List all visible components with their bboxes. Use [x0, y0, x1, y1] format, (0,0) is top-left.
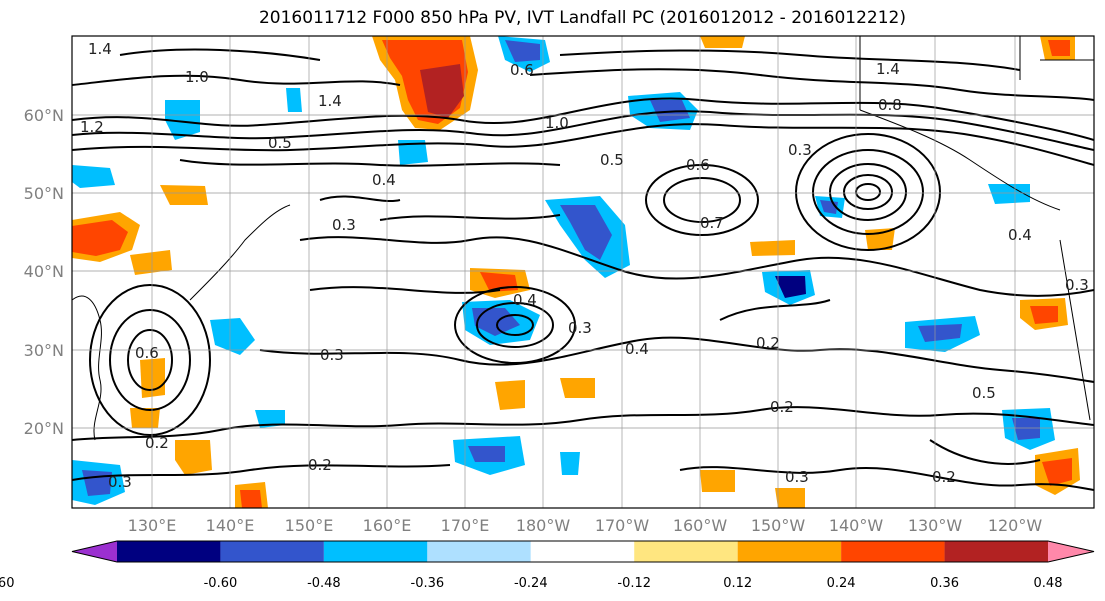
lat-label-60n: 60°N [24, 106, 64, 125]
pv-contours [72, 48, 1094, 491]
colorbar-swatch [323, 541, 428, 562]
contour-label: 0.4 [372, 171, 396, 189]
plot-frame [71, 35, 1095, 509]
colorbar-swatch [220, 541, 324, 562]
lon-label-150e: 150°E [285, 516, 334, 535]
lon-label-160w: 160°W [673, 516, 728, 535]
contour-label: 0.5 [268, 134, 292, 152]
lon-label-180w: 180°W [516, 516, 571, 535]
contour-label: 0.8 [878, 96, 902, 114]
colorbar-tick-label: 0.36 [930, 576, 959, 591]
lon-label-170e: 170°E [441, 516, 490, 535]
contour-label: 0.7 [700, 214, 724, 232]
contour-label: 1.0 [185, 68, 209, 86]
contour-label: 0.3 [1065, 276, 1089, 294]
plot-area [72, 36, 1094, 508]
lat-label-40n: 40°N [24, 262, 64, 281]
colorbar-tick-label: 0.60 [0, 576, 14, 591]
colorbar [71, 540, 1095, 563]
lon-label-150w: 150°W [751, 516, 806, 535]
contour-label: 0.3 [108, 473, 132, 491]
contour-label: 1.2 [80, 118, 104, 136]
latitude-labels: 60°N 50°N 40°N 30°N 20°N [24, 106, 64, 438]
colorbar-tick-label: -0.60 [204, 576, 238, 591]
contour-label: 1.0 [545, 114, 569, 132]
colorbar-swatch [634, 541, 738, 562]
contour-label: 0.6 [510, 61, 534, 79]
colorbar-tick-label: -0.24 [514, 576, 548, 591]
colorbar-swatch [737, 541, 842, 562]
lon-label-120w: 120°W [988, 516, 1043, 535]
colorbar-swatch [427, 541, 531, 562]
colorbar-tick-label: 0.48 [1034, 576, 1063, 591]
colorbar-swatch [72, 541, 117, 562]
colorbar-swatch [944, 541, 1048, 562]
lon-label-160e: 160°E [363, 516, 412, 535]
colorbar-swatch [1048, 541, 1094, 562]
contour-label: 0.3 [320, 346, 344, 364]
coastlines [72, 36, 1094, 441]
map-title: 2016011712 F000 850 hPa PV, IVT Landfall… [258, 8, 906, 28]
colorbar-tick-labels: -0.60 -0.48 -0.36 -0.24 -0.12 0.12 0.24 0.36 0.4… [0, 576, 1062, 591]
contour-label: 0.4 [625, 340, 649, 358]
contour-labels: 1.4 1.0 1.4 1.2 0.6 1.4 0.5 0.4 0.3 0.5 … [80, 40, 1089, 491]
colorbar-tick-label: -0.36 [411, 576, 445, 591]
colorbar-tick-label: 0.24 [827, 576, 856, 591]
contour-label: 0.4 [1008, 226, 1032, 244]
contour-label: 0.2 [932, 468, 956, 486]
contour-label: 0.4 [513, 291, 537, 309]
contour-label: 0.3 [788, 141, 812, 159]
contour-label: 1.4 [876, 60, 900, 78]
lat-label-50n: 50°N [24, 184, 64, 203]
contour-label: 0.5 [972, 384, 996, 402]
colorbar-swatch [530, 541, 635, 562]
contour-label: 0.6 [135, 344, 159, 362]
lon-label-140e: 140°E [206, 516, 255, 535]
colorbar-outline [71, 540, 1095, 563]
colorbar-tick-label: 0.12 [723, 576, 752, 591]
contour-label: 0.2 [308, 456, 332, 474]
lon-label-130e: 130°E [128, 516, 177, 535]
contour-label: 1.4 [88, 40, 112, 58]
colorbar-tick-label: -0.12 [617, 576, 651, 591]
longitude-labels: 130°E 140°E 150°E 160°E 170°E 180°W 170°… [128, 516, 1043, 535]
contour-label: 0.2 [145, 434, 169, 452]
contour-label: 0.5 [600, 151, 624, 169]
colorbar-swatch [117, 541, 221, 562]
contour-label: 0.2 [756, 334, 780, 352]
lon-label-170w: 170°W [595, 516, 650, 535]
lon-label-140w: 140°W [829, 516, 884, 535]
colorbar-tick-label: -0.48 [307, 576, 341, 591]
contour-label: 0.3 [785, 468, 809, 486]
contour-label: 0.6 [686, 156, 710, 174]
contour-label: 0.3 [568, 319, 592, 337]
colorbar-swatch [841, 541, 945, 562]
lat-label-30n: 30°N [24, 341, 64, 360]
lon-label-130w: 130°W [908, 516, 963, 535]
contour-label: 0.2 [770, 398, 794, 416]
lat-label-20n: 20°N [24, 419, 64, 438]
contour-label: 1.4 [318, 92, 342, 110]
contour-label: 0.3 [332, 216, 356, 234]
gridlines [72, 36, 1094, 508]
